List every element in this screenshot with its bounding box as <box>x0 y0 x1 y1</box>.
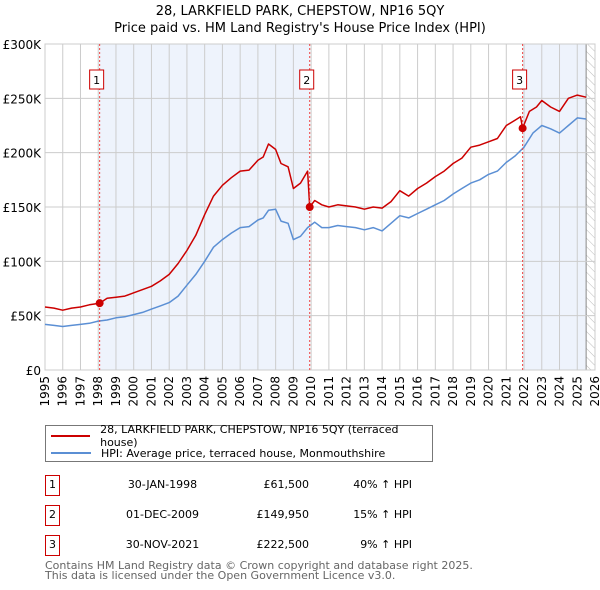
x-tick-label: 2000 <box>127 376 141 407</box>
legend-item-property: 28, LARKFIELD PARK, CHEPSTOW, NP16 5QY (… <box>46 423 432 449</box>
y-tick-label: £150K <box>3 201 43 215</box>
x-tick-label: 2017 <box>428 376 442 407</box>
y-tick-label: £300K <box>3 38 43 52</box>
y-tick-label: £250K <box>3 92 43 106</box>
x-tick-label: 2018 <box>446 376 460 407</box>
sale-marker-label: 2 <box>303 74 310 87</box>
sale-point <box>518 124 527 133</box>
sale-marker-badge: 2 <box>45 505 60 526</box>
x-tick-label: 2024 <box>553 376 567 407</box>
x-tick-label: 2014 <box>375 376 389 407</box>
y-tick-label: £50K <box>10 310 42 324</box>
x-tick-label: 2012 <box>340 376 354 407</box>
x-tick-label: 2023 <box>535 376 549 407</box>
plot-border <box>44 43 596 371</box>
hpi-series-line <box>44 117 587 328</box>
x-tick-label: 2002 <box>162 376 176 407</box>
sale-marker-box <box>299 69 315 90</box>
x-tick-label: 2020 <box>482 376 496 407</box>
x-tick-label: 2025 <box>570 376 584 407</box>
table-row: 2 01-DEC-2009 £149,950 15% ↑ HPI <box>45 505 445 526</box>
sale-hpi-diff: 15% ↑ HPI <box>353 508 412 521</box>
x-tick-label: 2006 <box>233 376 247 407</box>
x-tick-label: 2009 <box>286 376 300 407</box>
sale-marker-badge: 1 <box>45 475 60 496</box>
sale-date: 30-NOV-2021 <box>125 538 200 551</box>
x-tick-label: 2005 <box>215 376 229 407</box>
x-tick-label: 1996 <box>56 376 70 407</box>
x-tick-label: 1999 <box>109 376 123 407</box>
x-tick-label: 2021 <box>499 376 513 407</box>
y-tick-label: £100K <box>3 255 43 269</box>
sale-marker-label: 3 <box>516 74 523 87</box>
x-tick-label: 2016 <box>411 376 425 407</box>
x-tick-label: 2013 <box>357 376 371 407</box>
legend-item-hpi: HPI: Average price, terraced house, Monm… <box>46 445 385 461</box>
sale-point <box>305 203 314 212</box>
legend-label: 28, LARKFIELD PARK, CHEPSTOW, NP16 5QY (… <box>100 423 399 449</box>
sale-price: £149,950 <box>256 508 310 521</box>
x-tick-label: 2011 <box>322 376 336 407</box>
x-tick-label: 1997 <box>73 376 87 407</box>
sale-marker-box <box>512 69 528 90</box>
sale-price: £61,500 <box>263 478 310 491</box>
footer-copyright: Contains HM Land Registry data © Crown c… <box>45 559 473 572</box>
sale-marker-box <box>89 69 105 90</box>
sale-date: 30-JAN-1998 <box>127 478 198 491</box>
x-tick-label: 2015 <box>393 376 407 407</box>
x-tick-label: 2008 <box>269 376 283 407</box>
x-tick-label: 2007 <box>251 376 265 407</box>
sale-hpi-diff: 9% ↑ HPI <box>360 538 412 551</box>
chart-subtitle: Price paid vs. HM Land Registry's House … <box>114 21 486 36</box>
x-tick-label: 2003 <box>180 376 194 407</box>
table-row: 3 30-NOV-2021 £222,500 9% ↑ HPI <box>45 535 445 556</box>
y-tick-label: £200K <box>3 147 43 161</box>
y-tick-label: £0 <box>26 364 41 378</box>
legend-swatch-hpi <box>51 452 91 454</box>
chart-title: 28, LARKFIELD PARK, CHEPSTOW, NP16 5QY <box>155 4 445 19</box>
x-tick-label: 2019 <box>464 376 478 407</box>
x-tick-label: 2001 <box>144 376 158 407</box>
sale-price: £222,500 <box>256 538 310 551</box>
sale-marker-badge: 3 <box>45 535 60 556</box>
footer-licence: This data is licensed under the Open Gov… <box>45 569 396 582</box>
x-tick-label: 2022 <box>517 376 531 407</box>
property-series-line <box>44 94 587 311</box>
sale-point <box>95 299 104 308</box>
sale-marker-label: 1 <box>93 74 100 87</box>
x-tick-label: 2026 <box>588 376 600 407</box>
legend: 28, LARKFIELD PARK, CHEPSTOW, NP16 5QY (… <box>45 423 433 462</box>
x-tick-label: 2004 <box>198 376 212 407</box>
legend-swatch-property <box>51 435 91 437</box>
x-tick-label: 1998 <box>91 376 105 407</box>
x-tick-label: 1995 <box>38 376 52 407</box>
table-row: 1 30-JAN-1998 £61,500 40% ↑ HPI <box>45 475 445 496</box>
legend-label: HPI: Average price, terraced house, Monm… <box>101 446 386 460</box>
x-tick-label: 2010 <box>304 376 318 407</box>
sale-hpi-diff: 40% ↑ HPI <box>353 478 412 491</box>
sale-date: 01-DEC-2009 <box>125 508 200 521</box>
